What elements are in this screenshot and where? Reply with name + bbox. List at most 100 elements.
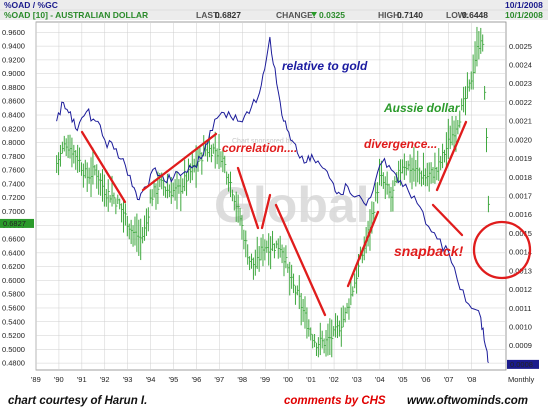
right-tick-label: 0.0012 — [509, 285, 532, 294]
header-last-value: 0.6827 — [215, 10, 241, 20]
watermark-sponsor: Chart sponsored by — [232, 138, 294, 145]
x-tick-label: '07 — [444, 375, 454, 384]
x-tick-label: '03 — [352, 375, 362, 384]
left-tick-label: 0.5400 — [2, 317, 25, 326]
right-tick-label: 0.0011 — [509, 304, 531, 313]
right-tick-label: 0.0017 — [509, 192, 532, 201]
left-tick-label: 0.6200 — [2, 262, 25, 271]
annotation-correlation: correlation.... — [222, 141, 297, 155]
annotation-divergence: divergence... — [364, 137, 437, 151]
x-tick-label: '92 — [100, 375, 110, 384]
right-tick-label: 0.0018 — [509, 173, 532, 182]
x-tick-label: '90 — [54, 375, 64, 384]
header-high-label: HIGH: — [378, 10, 402, 20]
left-axis: 0.9600 0.9400 0.9200 0.9000 0.8800 0.8600 0.84… — [2, 28, 25, 368]
right-tick-label: 0.0016 — [509, 210, 532, 219]
x-tick-label: '93 — [123, 375, 133, 384]
left-tick-label: 0.6000 — [2, 276, 25, 285]
left-tick-label: 0.5000 — [2, 345, 25, 354]
x-tick-label: '91 — [77, 375, 87, 384]
change-down-arrow-icon — [311, 12, 317, 17]
left-tick-label: 0.8200 — [2, 124, 25, 133]
right-tick-label: 0.0009 — [509, 341, 532, 350]
left-tick-label: 0.7800 — [2, 152, 25, 161]
left-tick-label: 0.8000 — [2, 138, 25, 147]
x-tick-label: '89 — [31, 375, 41, 384]
footer-site-link[interactable]: www.oftwominds.com — [407, 395, 528, 407]
left-last-value-label: 0.6827 — [3, 219, 26, 228]
right-last-value-label: 0.0008 — [510, 360, 533, 369]
trend-line-1 — [80, 130, 127, 204]
header-date-aud: 10/1/2008 — [505, 10, 543, 20]
right-tick-label: 0.0014 — [509, 248, 532, 257]
x-tick-label: '06 — [421, 375, 431, 384]
left-tick-label: 0.8600 — [2, 97, 25, 106]
right-tick-label: 0.0020 — [509, 135, 532, 144]
x-tick-label: '97 — [214, 375, 224, 384]
trend-line-5 — [274, 203, 327, 317]
header-title-ratio: %OAD / %GC — [4, 0, 58, 10]
trend-line-3 — [236, 166, 260, 230]
left-tick-label: 0.8400 — [2, 111, 25, 120]
right-tick-label: 0.0010 — [509, 322, 532, 331]
right-tick-label: 0.0022 — [509, 98, 532, 107]
header-title-aud: %OAD [10] - AUSTRALIAN DOLLAR — [4, 10, 148, 20]
left-tick-label: 0.9400 — [2, 42, 25, 51]
x-tick-label: '04 — [375, 375, 385, 384]
x-tick-label: '00 — [283, 375, 293, 384]
trend-line-8 — [431, 203, 464, 237]
left-tick-label: 0.7000 — [2, 207, 25, 216]
left-last-value-badge — [0, 218, 34, 228]
left-tick-label: 0.9600 — [2, 28, 25, 37]
grid — [35, 22, 506, 370]
right-tick-label: 0.0023 — [509, 79, 532, 88]
trend-line-6 — [346, 210, 380, 288]
annotation-relative-to-gold: relative to gold — [282, 59, 368, 73]
left-tick-label: 0.5600 — [2, 303, 25, 312]
x-tick-label: '98 — [237, 375, 247, 384]
x-axis-end-label: Monthly — [508, 375, 535, 384]
left-tick-label: 0.9000 — [2, 69, 25, 78]
left-tick-label: 0.9200 — [2, 55, 25, 64]
x-tick-label: '94 — [146, 375, 156, 384]
x-tick-label: '99 — [260, 375, 270, 384]
header-date-ratio: 10/1/2008 — [505, 0, 543, 10]
left-tick-label: 0.6600 — [2, 235, 25, 244]
annotation-snapback: snapback! — [394, 243, 464, 259]
left-tick-label: 0.8800 — [2, 83, 25, 92]
header-low-label: LOW: — [446, 10, 469, 20]
x-tick-label: '96 — [191, 375, 201, 384]
x-tick-label: '02 — [329, 375, 339, 384]
trend-line-7 — [435, 120, 468, 192]
right-tick-label: 0.0019 — [509, 154, 532, 163]
left-tick-label: 0.7400 — [2, 179, 25, 188]
x-tick-label: '05 — [398, 375, 408, 384]
footer-comments: comments by CHS — [284, 395, 386, 407]
left-tick-label: 0.5800 — [2, 290, 25, 299]
annotation-aussie-dollar: Aussie dollar — [383, 101, 461, 115]
right-tick-label: 0.0024 — [509, 61, 532, 70]
right-last-value-badge — [507, 359, 539, 369]
right-tick-label: 0.0015 — [509, 229, 532, 238]
x-tick-label: '01 — [306, 375, 316, 384]
trend-annotations — [80, 120, 532, 317]
left-tick-label: 0.6400 — [2, 248, 25, 257]
right-tick-label: 0.0021 — [509, 117, 532, 126]
header-low-value: 0.6448 — [462, 10, 488, 20]
left-tick-label: 0.7600 — [2, 166, 25, 175]
snapback-circle — [472, 220, 532, 280]
header-high-value: 0.7140 — [397, 10, 423, 20]
header-change-value: 0.0325 — [319, 10, 345, 20]
trend-line-2 — [141, 132, 218, 192]
footer-credit: chart courtesy of Harun I. — [8, 395, 148, 407]
left-tick-label: 0.4800 — [2, 359, 25, 368]
trend-line-4 — [260, 193, 272, 230]
x-tick-label: '95 — [169, 375, 179, 384]
relative-to-gold-series — [56, 36, 490, 363]
left-tick-label: 0.5200 — [2, 331, 25, 340]
header-change-label: CHANGE: — [276, 10, 316, 20]
left-tick-label: 0.7200 — [2, 193, 25, 202]
right-axis: 0.0025 0.0024 0.0023 0.0022 0.0021 0.0020 0.00… — [509, 42, 532, 369]
header-last-label: LAST: — [196, 10, 220, 20]
